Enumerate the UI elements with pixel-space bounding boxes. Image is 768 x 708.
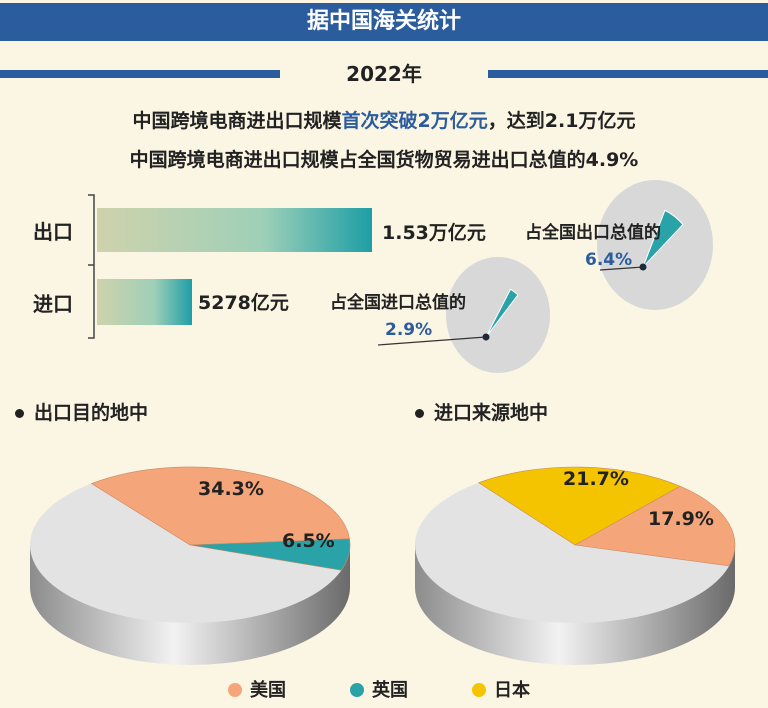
- bar-export: [97, 208, 372, 252]
- summary-highlight: 首次突破2万亿元: [341, 110, 488, 132]
- section-export-destinations: 出口目的地中: [15, 398, 148, 425]
- share-pie-slice: [485, 288, 519, 338]
- export-destination-pie-slice: [90, 466, 350, 546]
- summary-text: ，达到2.1万亿元: [487, 110, 636, 132]
- bar-value-import: 5278亿元: [198, 292, 289, 314]
- pie-label-export-uk: 6.5%: [282, 530, 335, 552]
- section-title: 出口目的地中: [34, 402, 149, 424]
- bar-value-export: 1.53万亿元: [382, 222, 486, 244]
- divider-left: [0, 70, 280, 78]
- legend-label: 英国: [372, 680, 408, 701]
- legend-usa: 美国: [228, 676, 286, 702]
- section-import-sources: 进口来源地中: [415, 398, 548, 425]
- share-pie-slice: [642, 209, 684, 268]
- legend-swatch: [472, 683, 486, 697]
- pie-label-import-usa: 17.9%: [648, 508, 714, 530]
- bullet-icon: [15, 409, 24, 418]
- bar-import: [97, 279, 192, 325]
- legend-swatch: [228, 683, 242, 697]
- share-pointer-line: [377, 336, 487, 346]
- share-pointer-dot: [639, 263, 647, 271]
- share-pointer-line: [599, 266, 644, 271]
- import-source-pie-slice: [574, 485, 736, 567]
- legend-label: 美国: [250, 680, 286, 701]
- bar-label-export: 出口: [33, 220, 73, 244]
- pie-label-import-japan: 21.7%: [563, 468, 629, 490]
- legend-uk: 英国: [350, 676, 408, 702]
- summary-text: 中国跨境电商进出口规模: [132, 110, 342, 132]
- legend-japan: 日本: [472, 676, 530, 702]
- share-pointer-dot: [482, 333, 490, 341]
- import-source-pie-slice: [478, 466, 681, 546]
- pie-label-export-usa: 34.3%: [198, 478, 264, 500]
- legend-swatch: [350, 683, 364, 697]
- summary-line-1: 中国跨境电商进出口规模首次突破2万亿元，达到2.1万亿元: [0, 106, 768, 133]
- bracket: [88, 194, 95, 339]
- summary-line-2: 中国跨境电商进出口规模占全国货物贸易进出口总值的4.9%: [129, 149, 639, 171]
- export-share-value: 6.4%: [585, 250, 633, 270]
- export-destination-pie-slice: [189, 538, 351, 571]
- import-share-label: 占全国进口总值的: [330, 293, 466, 313]
- year-label: 2022年: [346, 62, 422, 86]
- section-title: 进口来源地中: [434, 402, 549, 424]
- legend-label: 日本: [494, 680, 530, 701]
- export-share-label: 占全国出口总值的: [525, 223, 661, 243]
- divider-right: [488, 70, 768, 78]
- bar-label-import: 进口: [33, 292, 73, 316]
- bullet-icon: [415, 409, 424, 418]
- header-title: 据中国海关统计: [0, 3, 768, 41]
- import-share-value: 2.9%: [385, 320, 433, 340]
